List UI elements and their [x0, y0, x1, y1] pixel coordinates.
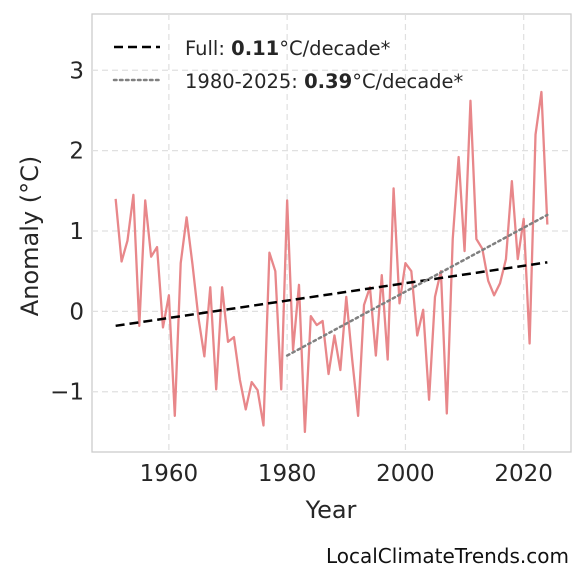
y-tick-label: 2	[69, 139, 84, 165]
x-tick-labels: 1960 1980 2000 2020	[140, 461, 553, 487]
legend: Full: 0.11°C/decade* 1980-2025: 0.39°C/de…	[112, 37, 464, 93]
y-tick-label: 0	[69, 299, 84, 325]
recent-trend-line	[285, 213, 549, 357]
y-tick-label: 3	[69, 58, 84, 84]
x-tick-label: 2020	[494, 461, 553, 487]
x-axis-title: Year	[305, 496, 357, 524]
legend-label: Full: 0.11°C/decade*	[185, 37, 391, 60]
anomaly-series-line	[114, 90, 549, 434]
x-tick-label: 1980	[258, 461, 317, 487]
full-trend-line	[115, 261, 548, 328]
series-layer	[114, 90, 549, 434]
x-tick-label: 1960	[140, 461, 199, 487]
grid	[92, 14, 571, 452]
y-axis-title: Anomaly (°C)	[16, 156, 44, 316]
x-tick-label: 2000	[376, 461, 435, 487]
y-tick-label: 1	[69, 219, 84, 245]
y-tick-labels: −1 0 1 2 3	[50, 58, 84, 405]
y-tick-label: −1	[50, 380, 84, 406]
legend-label: 1980-2025: 0.39°C/decade*	[185, 70, 464, 93]
watermark: LocalClimateTrends.com	[325, 544, 569, 568]
